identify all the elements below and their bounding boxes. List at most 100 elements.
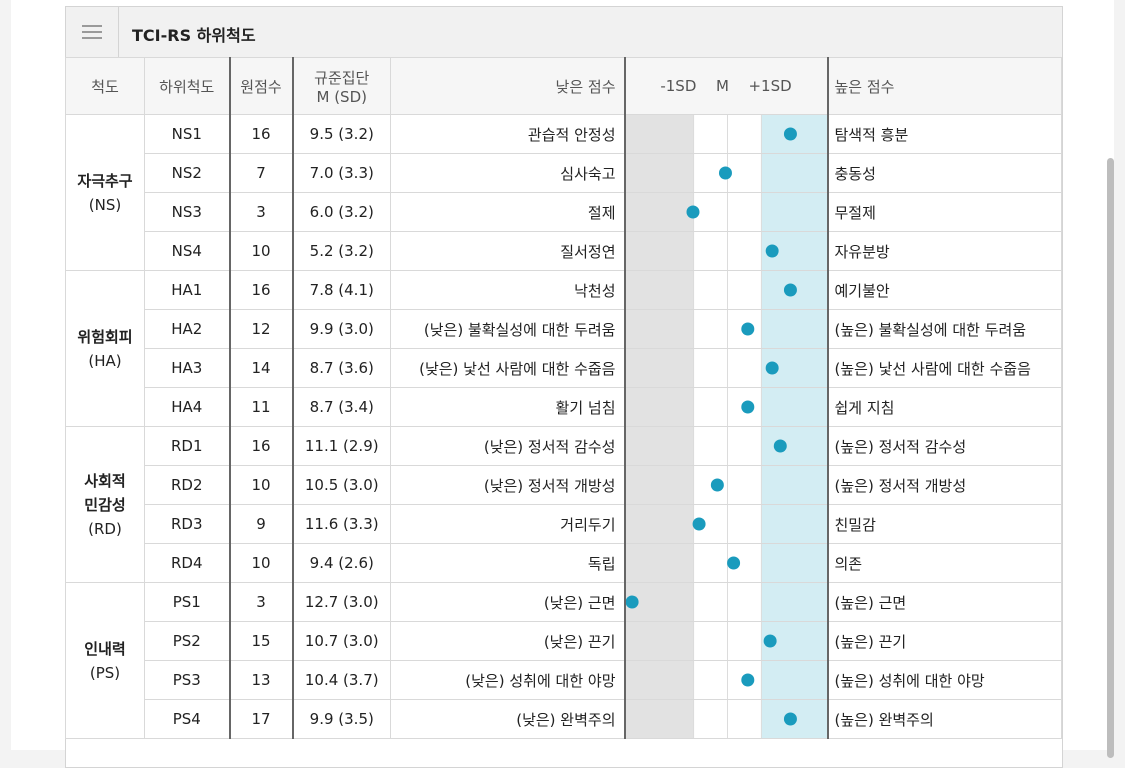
- hamburger-icon: [82, 25, 102, 39]
- col-header-raw: 원점수: [228, 57, 294, 115]
- table-row: 인내력 (PS) PS1 3 12.7 (3.0) (낮은) 근면 (높은) 근면: [65, 582, 1062, 739]
- table-row: RD2 10 10.5 (3.0) (낮은) 정서적 개방성 (높은) 정서적 개방성: [66, 465, 1062, 505]
- high-score-label: (높은) 끈기: [827, 621, 1062, 661]
- high-score-label: (높은) 근면: [827, 582, 1062, 622]
- low-score-label: 독립: [390, 543, 625, 583]
- subscale-code: NS4: [144, 231, 230, 271]
- menu-button[interactable]: [66, 7, 119, 57]
- score-plot-cell: [623, 465, 829, 505]
- below-1sd-band: [626, 622, 694, 660]
- score-dot: [740, 322, 754, 336]
- score-dot: [626, 595, 639, 609]
- table-row: NS2 7 7.0 (3.3) 심사숙고 충동성: [66, 153, 1062, 193]
- raw-score: 17: [228, 699, 294, 739]
- high-score-label: 친밀감: [827, 504, 1062, 544]
- score-dot: [740, 673, 754, 687]
- subscale-code: HA2: [144, 309, 230, 349]
- subscale-code: RD2: [144, 465, 230, 505]
- scale-abbr: (NS): [88, 195, 122, 214]
- score-dot: [685, 205, 699, 219]
- score-dot: [783, 127, 797, 141]
- above-1sd-band: [760, 388, 826, 426]
- raw-score: 3: [228, 582, 294, 622]
- below-1sd-band: [626, 310, 694, 348]
- sd-minus-label: -1SD: [660, 77, 697, 95]
- score-plot: [626, 271, 826, 309]
- score-plot-cell: [623, 582, 829, 622]
- subscale-code: HA1: [144, 270, 230, 310]
- raw-score: 3: [228, 192, 294, 232]
- score-plot: [626, 349, 826, 387]
- subscale-code: PS1: [144, 582, 230, 622]
- above-1sd-band: [760, 583, 826, 621]
- subscale-code: PS2: [144, 621, 230, 661]
- score-plot: [626, 427, 826, 465]
- high-score-label: 탐색적 흥분: [827, 114, 1062, 154]
- raw-score: 14: [228, 348, 294, 388]
- raw-score: 10: [228, 231, 294, 271]
- high-score-label: 충동성: [827, 153, 1062, 193]
- high-score-label: (높은) 낯선 사람에 대한 수줍음: [827, 348, 1062, 388]
- above-1sd-band: [760, 661, 826, 699]
- norm-m-sd: 8.7 (3.6): [292, 348, 391, 388]
- norm-m-sd: 8.7 (3.4): [292, 387, 391, 427]
- norm-m-sd: 7.0 (3.3): [292, 153, 391, 193]
- below-1sd-band: [626, 466, 694, 504]
- score-plot-cell: [623, 426, 829, 466]
- sd-plus-label: +1SD: [748, 77, 792, 95]
- scale-name-cell: 위험회피 (HA): [65, 270, 145, 427]
- table-row: 사회적 민감성 (RD) RD1 16 11.1 (2.9) (낮은) 정서적 감수성 (높은…: [65, 426, 1062, 583]
- scale-name-cell: 자극추구 (NS): [65, 114, 145, 271]
- score-plot-cell: [623, 504, 829, 544]
- low-score-label: 질서정연: [390, 231, 625, 271]
- table-row: HA3 14 8.7 (3.6) (낮은) 낯선 사람에 대한 수줍음 (높은) 낯선 …: [66, 348, 1062, 388]
- score-plot-cell: [623, 348, 829, 388]
- table-header-row: 척도 하위척도 원점수 규준집단 M (SD) 낮은 점수 -1SD M +1S…: [65, 57, 1062, 115]
- scale-abbr: (PS): [89, 663, 121, 682]
- below-1sd-band: [626, 427, 694, 465]
- norm-m-sd: 10.7 (3.0): [292, 621, 391, 661]
- score-dot: [765, 361, 779, 375]
- score-dot: [726, 556, 740, 570]
- score-plot-cell: [623, 231, 829, 271]
- below-1sd-band: [626, 700, 694, 738]
- col-header-sd: -1SD M +1SD: [623, 57, 829, 115]
- table-row: PS4 17 9.9 (3.5) (낮은) 완벽주의 (높은) 완벽주의: [66, 699, 1062, 739]
- score-plot: [626, 193, 826, 231]
- col-header-norm-line1: 규준집단: [314, 68, 370, 87]
- score-plot-cell: [623, 543, 829, 583]
- score-plot-cell: [623, 270, 829, 310]
- low-score-label: (낮은) 근면: [390, 582, 625, 622]
- table-row: RD3 9 11.6 (3.3) 거리두기 친밀감: [66, 504, 1062, 544]
- low-score-label: 낙천성: [390, 270, 625, 310]
- low-score-label: 관습적 안정성: [390, 114, 625, 154]
- raw-score: 16: [228, 426, 294, 466]
- scale-abbr: (HA): [88, 351, 122, 370]
- score-dot: [783, 712, 797, 726]
- below-1sd-band: [626, 232, 694, 270]
- score-plot-cell: [623, 621, 829, 661]
- above-1sd-band: [760, 505, 826, 543]
- table-row: HA4 11 8.7 (3.4) 활기 넘침 쉽게 지침: [66, 387, 1062, 427]
- score-plot-cell: [623, 153, 829, 193]
- raw-score: 16: [228, 114, 294, 154]
- below-1sd-band: [626, 661, 694, 699]
- norm-m-sd: 9.9 (3.0): [292, 309, 391, 349]
- subscale-code: RD1: [144, 426, 230, 466]
- score-dot: [718, 166, 732, 180]
- norm-m-sd: 9.9 (3.5): [292, 699, 391, 739]
- norm-m-sd: 11.1 (2.9): [292, 426, 391, 466]
- table-row: PS3 13 10.4 (3.7) (낮은) 성취에 대한 야망 (높은) 성취에 대한…: [66, 660, 1062, 700]
- subscale-code: NS2: [144, 153, 230, 193]
- low-score-label: (낮은) 완벽주의: [390, 699, 625, 739]
- subscale-code: RD4: [144, 543, 230, 583]
- above-1sd-band: [760, 310, 826, 348]
- col-header-subscale: 하위척도: [144, 57, 230, 115]
- raw-score: 7: [228, 153, 294, 193]
- low-score-label: (낮은) 끈기: [390, 621, 625, 661]
- score-dot: [783, 283, 797, 297]
- scrollbar-thumb[interactable]: [1107, 158, 1114, 758]
- norm-m-sd: 10.4 (3.7): [292, 660, 391, 700]
- table-row: NS3 3 6.0 (3.2) 절제 무절제: [66, 192, 1062, 232]
- scale-name: 사회적: [84, 471, 126, 490]
